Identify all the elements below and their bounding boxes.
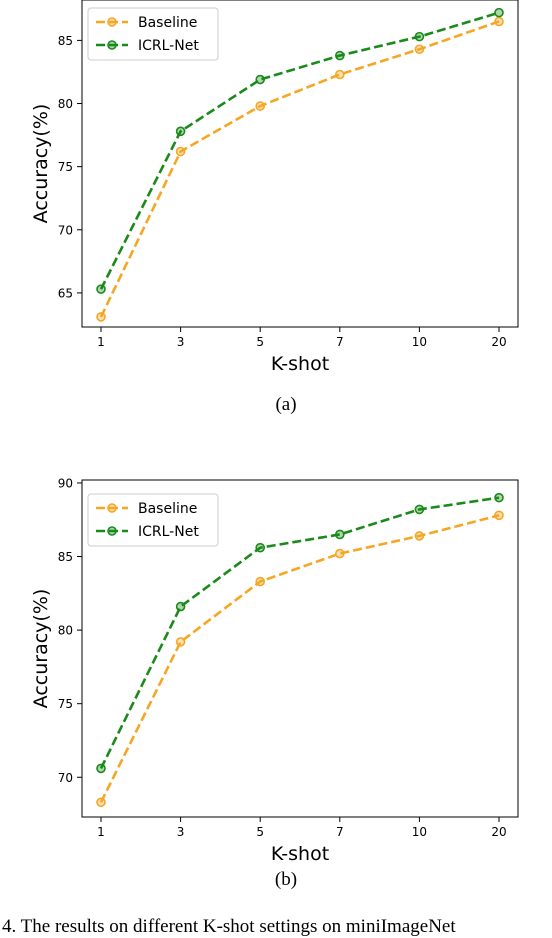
x-tick-label: 3 — [177, 335, 185, 349]
y-tick-label: 85 — [58, 34, 73, 48]
data-point-icrl-net — [255, 74, 266, 85]
data-point-baseline — [255, 101, 266, 111]
legend-swatch-marker — [107, 526, 117, 536]
data-point-baseline — [414, 531, 425, 541]
data-point-baseline — [334, 69, 345, 80]
legend-entry-label: ICRL-Net — [138, 38, 199, 54]
x-tick-label: 1 — [97, 335, 105, 349]
x-tick-label: 5 — [256, 335, 264, 349]
y-tick-label: 80 — [58, 624, 73, 638]
data-point-icrl-net — [334, 529, 345, 540]
legend-swatch-marker — [107, 503, 117, 513]
data-point-baseline — [175, 146, 186, 157]
y-tick-label: 70 — [58, 771, 73, 785]
data-point-icrl-net — [175, 601, 186, 612]
data-point-icrl-net — [414, 504, 425, 515]
data-point-icrl-net — [175, 126, 186, 137]
data-point-icrl-net — [494, 7, 504, 18]
data-point-icrl-net — [96, 284, 106, 294]
x-tick-label: 20 — [491, 825, 506, 839]
data-point-baseline — [414, 44, 425, 55]
y-axis-label: Accuracy(%) — [30, 589, 52, 709]
data-point-icrl-net — [494, 492, 504, 503]
x-tick-label: 3 — [177, 825, 185, 839]
x-tick-label: 5 — [256, 825, 264, 839]
data-point-baseline — [255, 576, 266, 587]
x-tick-label: 1 — [97, 825, 105, 839]
legend-entry-label: ICRL-Net — [138, 524, 199, 540]
panel-label: (b) — [275, 869, 297, 890]
legend-entry-label: Baseline — [138, 501, 197, 517]
x-axis-label: K-shot — [271, 843, 329, 865]
legend-swatch-marker — [107, 17, 117, 27]
x-tick-label: 10 — [412, 825, 427, 839]
data-point-icrl-net — [96, 763, 106, 774]
x-tick-label: 10 — [412, 335, 427, 349]
legend-box — [87, 7, 219, 61]
series-line-baseline — [99, 514, 500, 803]
y-axis-label: Accuracy(%) — [30, 104, 52, 224]
data-point-icrl-net — [255, 542, 266, 553]
y-tick-label: 90 — [58, 476, 73, 490]
data-point-icrl-net — [414, 31, 425, 42]
plot-frame — [81, 0, 519, 328]
figure-caption-fragment: 4. The results on different K-shot setti… — [2, 916, 456, 937]
legend-swatch-marker — [107, 40, 117, 50]
legend-entry-label: Baseline — [138, 15, 197, 31]
chart-panel-a: 65 70 75 80 85 1 3 5 7 10 20 K-shot Accuracy(%) Basel… — [30, 0, 519, 415]
y-tick-label: 65 — [58, 286, 73, 300]
data-point-baseline — [494, 16, 504, 27]
data-point-baseline — [494, 510, 504, 521]
y-tick-label: 75 — [58, 697, 73, 711]
x-tick-label: 7 — [336, 335, 344, 349]
series-line-baseline — [99, 20, 500, 318]
y-tick-label: 70 — [58, 223, 73, 237]
x-tick-label: 7 — [336, 825, 344, 839]
y-tick-label: 75 — [58, 160, 73, 174]
panel-label: (a) — [275, 394, 296, 415]
chart-panel-b: 70 75 80 85 90 1 3 5 7 10 20 K-shot Accuracy(%) Basel… — [30, 476, 519, 890]
data-point-baseline — [175, 637, 186, 647]
data-point-baseline — [96, 797, 106, 808]
x-axis-label: K-shot — [271, 353, 329, 375]
legend-box — [87, 493, 219, 547]
data-point-icrl-net — [334, 50, 345, 61]
data-point-baseline — [334, 548, 345, 559]
series-line-icrl-net — [99, 496, 500, 770]
data-point-baseline — [96, 312, 106, 322]
y-tick-label: 85 — [58, 550, 73, 564]
x-tick-label: 20 — [491, 335, 506, 349]
y-tick-label: 80 — [58, 97, 73, 111]
plot-frame — [81, 479, 519, 818]
series-line-icrl-net — [99, 11, 500, 290]
